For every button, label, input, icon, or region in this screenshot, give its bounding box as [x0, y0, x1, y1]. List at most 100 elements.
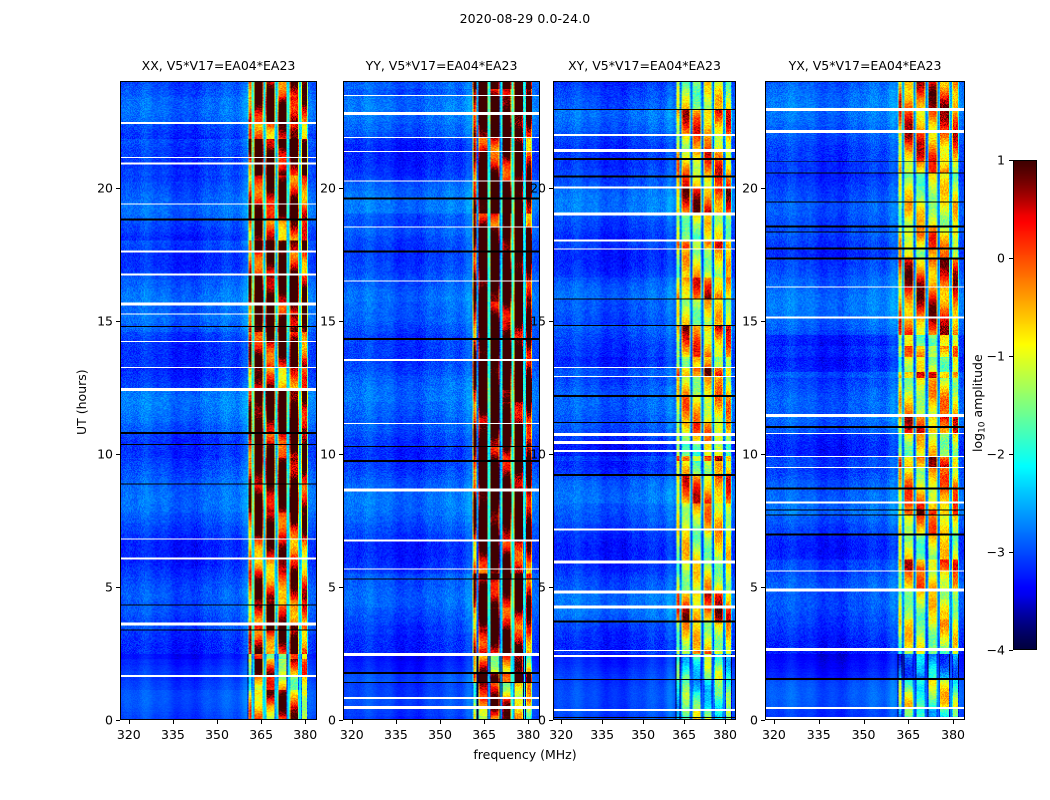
x-tick-label: 365: [472, 727, 497, 742]
y-tick-label: 5: [328, 579, 336, 595]
y-tick-label: 20: [97, 180, 113, 195]
y-tickmark: [761, 320, 765, 322]
y-tick-label: 20: [320, 180, 336, 195]
x-tickmark: [561, 720, 563, 724]
x-tickmark: [351, 720, 353, 724]
colorbar-tick-label: −4: [986, 642, 1005, 658]
waterfall-panel-yx: [765, 81, 965, 720]
y-tick-label: 15: [742, 313, 758, 329]
colorbar-label-subscript: 10: [977, 421, 988, 433]
x-tickmark: [528, 720, 530, 724]
y-tick-label: 0: [105, 712, 113, 728]
y-tickmark: [339, 720, 343, 721]
colorbar-tick-label: 1: [997, 152, 1005, 168]
x-tickmark: [128, 720, 130, 724]
x-tick-label: 380: [516, 727, 541, 742]
y-tickmark: [339, 187, 343, 189]
x-tick-label: 365: [672, 727, 697, 742]
x-tick-label: 380: [713, 727, 737, 742]
colorbar-tickmark: [1009, 650, 1013, 651]
panel-title-xy: XY, V5*V17=EA04*EA23: [568, 58, 721, 73]
waterfall-panel-xx: [120, 81, 317, 720]
waterfall-panel-xy: [553, 81, 736, 720]
waterfall-image-yx: [766, 82, 964, 719]
y-tickmark: [549, 320, 553, 322]
y-tickmark: [339, 586, 343, 588]
y-tickmark: [761, 586, 765, 588]
y-tick-label: 10: [530, 446, 546, 462]
colorbar-tickmark: [1009, 552, 1013, 553]
x-tickmark: [773, 720, 775, 724]
x-tick-label: 320: [339, 727, 364, 742]
y-tickmark: [549, 187, 553, 189]
colorbar-tickmark: [1009, 258, 1013, 259]
x-tickmark: [602, 720, 604, 724]
x-tickmark: [643, 720, 645, 724]
waterfall-image-yy: [344, 82, 539, 719]
x-tickmark: [217, 720, 219, 724]
x-tick-label: 350: [428, 727, 452, 742]
x-tick-label: 365: [896, 727, 921, 742]
figure-suptitle: 2020-08-29 0.0-24.0: [459, 11, 591, 26]
x-tick-label: 335: [590, 727, 615, 742]
y-tick-label: 15: [320, 313, 336, 329]
x-tick-label: 320: [116, 727, 141, 742]
x-tick-label: 320: [762, 727, 786, 742]
x-tick-label: 380: [941, 727, 965, 742]
x-tick-label: 350: [631, 727, 656, 742]
y-tick-label: 5: [750, 579, 758, 595]
y-tickmark: [761, 453, 765, 455]
colorbar-tick-label: −2: [986, 446, 1005, 462]
colorbar-tick-label: −3: [986, 544, 1005, 560]
y-tick-label: 0: [538, 712, 546, 728]
panel-title-xx: XX, V5*V17=EA04*EA23: [141, 58, 296, 73]
colorbar-label-prefix: log: [970, 432, 985, 452]
colorbar-tickmark: [1009, 160, 1013, 161]
y-tick-label: 20: [530, 180, 546, 195]
y-tickmark: [549, 586, 553, 588]
x-tick-label: 335: [383, 727, 408, 742]
y-tickmark: [339, 320, 343, 322]
x-tickmark: [261, 720, 263, 724]
panel-title-yy: YY, V5*V17=EA04*EA23: [365, 58, 518, 73]
x-tickmark: [684, 720, 686, 724]
colorbar: [1013, 160, 1037, 650]
x-tickmark: [818, 720, 820, 724]
x-tick-label: 320: [549, 727, 574, 742]
x-tick-label: 335: [806, 727, 831, 742]
x-axis-label: frequency (MHz): [473, 747, 577, 762]
y-tick-label: 15: [97, 313, 113, 329]
panel-title-yx: YX, V5*V17=EA04*EA23: [788, 58, 942, 73]
y-tickmark: [116, 720, 120, 721]
y-tickmark: [549, 720, 553, 721]
y-tickmark: [339, 453, 343, 455]
y-tickmark: [116, 453, 120, 455]
x-tickmark: [725, 720, 727, 724]
y-tickmark: [549, 453, 553, 455]
y-tick-label: 5: [105, 579, 113, 595]
waterfall-image-xy: [554, 82, 735, 719]
x-tickmark: [395, 720, 397, 724]
y-tickmark: [761, 187, 765, 189]
y-tick-label: 10: [320, 446, 336, 462]
y-tick-label: 0: [750, 712, 758, 728]
y-tick-label: 5: [538, 579, 546, 595]
x-tickmark: [908, 720, 910, 724]
y-tick-label: 15: [530, 313, 546, 329]
y-tick-label: 10: [742, 446, 758, 462]
x-tick-label: 350: [205, 727, 229, 742]
x-tick-label: 380: [293, 727, 318, 742]
colorbar-gradient: [1014, 161, 1036, 649]
y-tickmark: [116, 187, 120, 189]
x-tick-label: 365: [249, 727, 274, 742]
x-tickmark: [440, 720, 442, 724]
y-tickmark: [761, 720, 765, 721]
colorbar-tick-label: −1: [986, 348, 1005, 364]
waterfall-image-xx: [121, 82, 316, 719]
x-tickmark: [953, 720, 955, 724]
x-tickmark: [484, 720, 486, 724]
x-tickmark: [863, 720, 865, 724]
y-tick-label: 20: [742, 180, 758, 195]
colorbar-tick-label: 0: [997, 250, 1005, 266]
